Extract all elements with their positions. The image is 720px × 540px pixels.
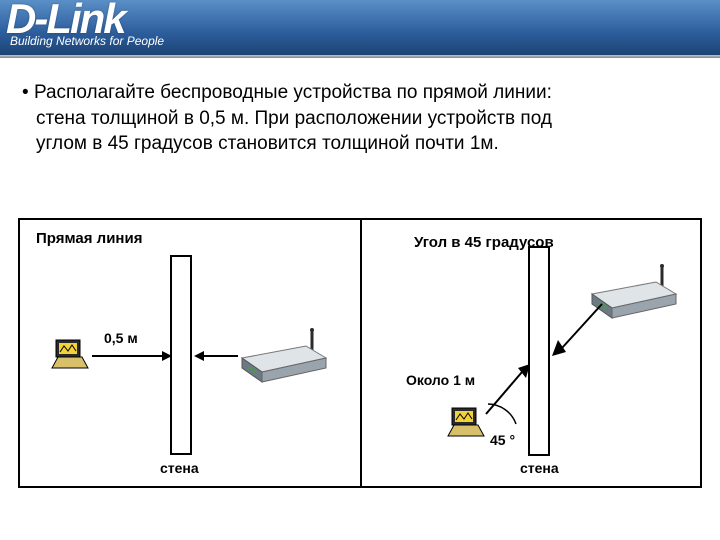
right-wall: [528, 246, 550, 456]
brand-logo: D-Link Building Networks for People: [6, 0, 164, 48]
bullet-line-2: стена толщиной в 0,5 м. При расположении…: [22, 106, 692, 132]
brand-tagline: Building Networks for People: [10, 34, 164, 48]
panel-straight-line: Прямая линия 0,5 м стена: [20, 220, 360, 486]
panel-45-degree: Угол в 45 градусов Около 1 м 45 ° стена: [360, 220, 700, 486]
right-distance-label: Около 1 м: [406, 372, 475, 388]
laptop-icon: [50, 338, 90, 370]
diagram-frame: Прямая линия 0,5 м стена: [18, 218, 702, 488]
angle-arc: [478, 398, 528, 442]
arrow-router-down: [548, 298, 608, 362]
header-bar: D-Link Building Networks for People: [0, 0, 720, 58]
bullet-line-1: Располагайте беспроводные устройства по …: [22, 80, 692, 106]
right-wall-label: стена: [520, 460, 559, 476]
arrow-right-to-wall: [192, 348, 240, 364]
bullet-line-3: углом в 45 градусов становится толщиной …: [22, 131, 692, 157]
left-title: Прямая линия: [36, 230, 142, 247]
arrow-left-to-wall: [90, 348, 172, 364]
left-wall-label: стена: [160, 460, 199, 476]
router-icon: [234, 328, 330, 388]
bullet-paragraph: Располагайте беспроводные устройства по …: [0, 58, 720, 157]
left-wall: [170, 255, 192, 455]
left-distance-label: 0,5 м: [104, 330, 138, 346]
